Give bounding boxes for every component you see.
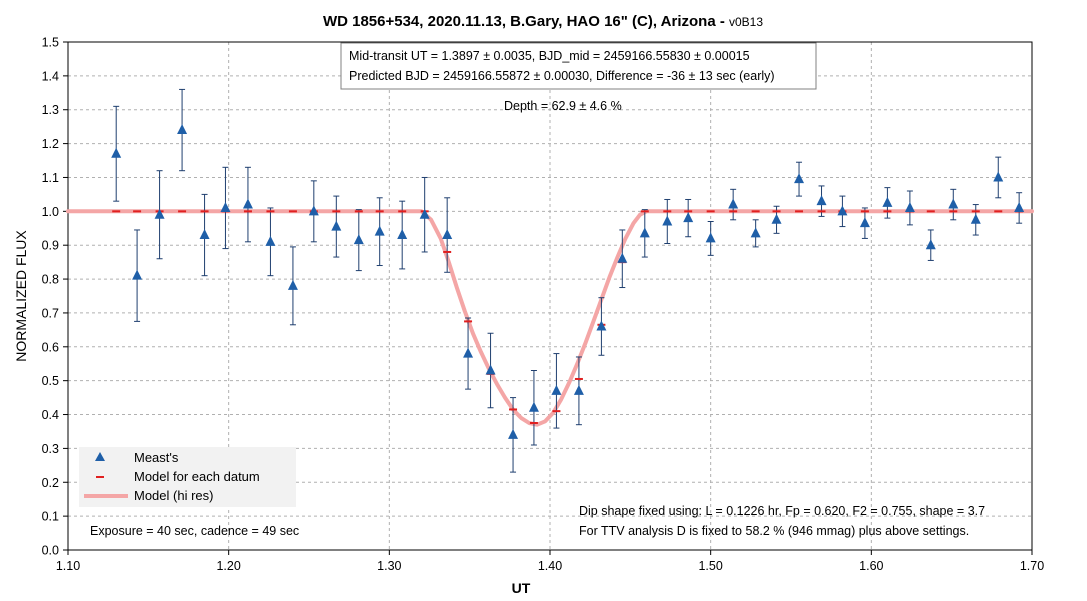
measurement-point [617,252,628,263]
measurement-points-layer [111,124,1025,439]
legend-label-measurements: Meast's [134,450,179,465]
chart-title-main: WD 1856+534, 2020.11.13, B.Gary, HAO 16"… [323,13,729,30]
measurement-point [1014,201,1025,212]
dip-shape-text: Dip shape fixed using: L = 0.1226 hr, Fp… [579,504,985,518]
y-tick-label: 1.3 [42,103,59,117]
measurement-point [882,196,893,207]
legend-triangle-marker [95,452,105,461]
measurement-point [242,198,253,209]
legend: Meast's Model for each datum Model (hi r… [79,447,296,507]
y-tick-label: 0.7 [42,306,59,320]
chart-title-version: v0B13 [729,15,763,29]
exposure-text: Exposure = 40 sec, cadence = 49 sec [90,524,299,538]
measurement-point [728,198,739,209]
x-tick-label: 1.20 [216,559,240,573]
measurement-point [419,208,430,219]
measurement-point [331,220,342,231]
transit-info-box-frame [340,42,817,90]
measurement-point [750,227,761,238]
x-tick-label: 1.70 [1020,559,1044,573]
x-tick-label: 1.50 [698,559,722,573]
measurement-point [925,239,936,250]
measurement-point [287,279,298,290]
x-tick-label: 1.60 [859,559,883,573]
measurement-point [265,235,276,246]
model-hi-res-layer [66,209,1034,427]
transit-info-box: Mid-transit UT = 1.3897 ± 0.0035, BJD_mi… [340,42,817,90]
y-axis-label: NORMALIZED FLUX [13,230,29,362]
measurement-point [837,205,848,216]
y-tick-label: 0.3 [42,442,59,456]
y-tick-label: 1.0 [42,205,59,219]
y-tick-label: 0.9 [42,239,59,253]
measurement-point [111,147,122,158]
legend-label-model-hires: Model (hi res) [134,488,213,503]
measurement-point [199,229,210,240]
depth-text: Depth = 62.9 ± 4.6 % [504,99,622,113]
legend-label-model-datum: Model for each datum [134,469,260,484]
measurement-point [463,347,474,358]
y-tick-label: 1.4 [42,69,59,83]
y-tick-label: 0.8 [42,273,59,287]
measurement-point [859,217,870,228]
model-hi-res-line [66,209,1034,427]
measurement-point [485,364,496,375]
measurement-point [993,171,1004,182]
measurement-point [596,320,607,331]
measurement-point [442,229,453,240]
y-tick-label: 0.0 [42,544,59,558]
measurement-point [573,384,584,395]
grid-lines [68,42,1032,550]
mid-transit-text: Mid-transit UT = 1.3897 ± 0.0035, BJD_mi… [349,49,750,63]
axis-ticks: 1.10 1.20 1.30 1.40 1.50 1.60 1.70 0.0 0.1 0.2 0.3… [42,36,1045,574]
y-tick-label: 0.6 [42,340,59,354]
x-tick-label: 1.30 [377,559,401,573]
measurement-point [551,384,562,395]
measurement-point [683,212,694,223]
measurement-point [220,201,231,212]
y-tick-label: 0.4 [42,408,59,422]
y-tick-label: 1.1 [42,171,59,185]
measurement-point [816,195,827,206]
y-tick-label: 0.5 [42,374,59,388]
x-tick-label: 1.40 [538,559,562,573]
ttv-analysis-text: For TTV analysis D is fixed to 58.2 % (9… [579,524,969,538]
measurement-point [970,213,981,224]
measurement-point [904,201,915,212]
y-tick-label: 1.5 [42,36,59,50]
y-tick-label: 1.2 [42,137,59,151]
measurement-point [662,215,673,226]
chart-title: WD 1856+534, 2020.11.13, B.Gary, HAO 16"… [323,13,763,30]
x-axis-label: UT [512,580,531,596]
measurement-point [948,198,959,209]
measurement-point [132,269,143,280]
measurement-point [705,232,716,243]
measurement-point [353,234,364,245]
measurement-point [177,124,188,135]
y-tick-label: 0.1 [42,510,59,524]
measurement-point [154,208,165,219]
measurement-point [528,401,539,412]
measurement-point [308,205,319,216]
measurement-point [771,213,782,224]
measurement-point [639,227,650,238]
measurement-point [508,428,519,439]
measurement-point [397,229,408,240]
measurement-point [374,225,385,236]
x-tick-label: 1.10 [56,559,80,573]
predicted-bjd-text: Predicted BJD = 2459166.55872 ± 0.00030,… [349,69,775,83]
y-tick-label: 0.2 [42,476,59,490]
measurement-point [794,173,805,184]
